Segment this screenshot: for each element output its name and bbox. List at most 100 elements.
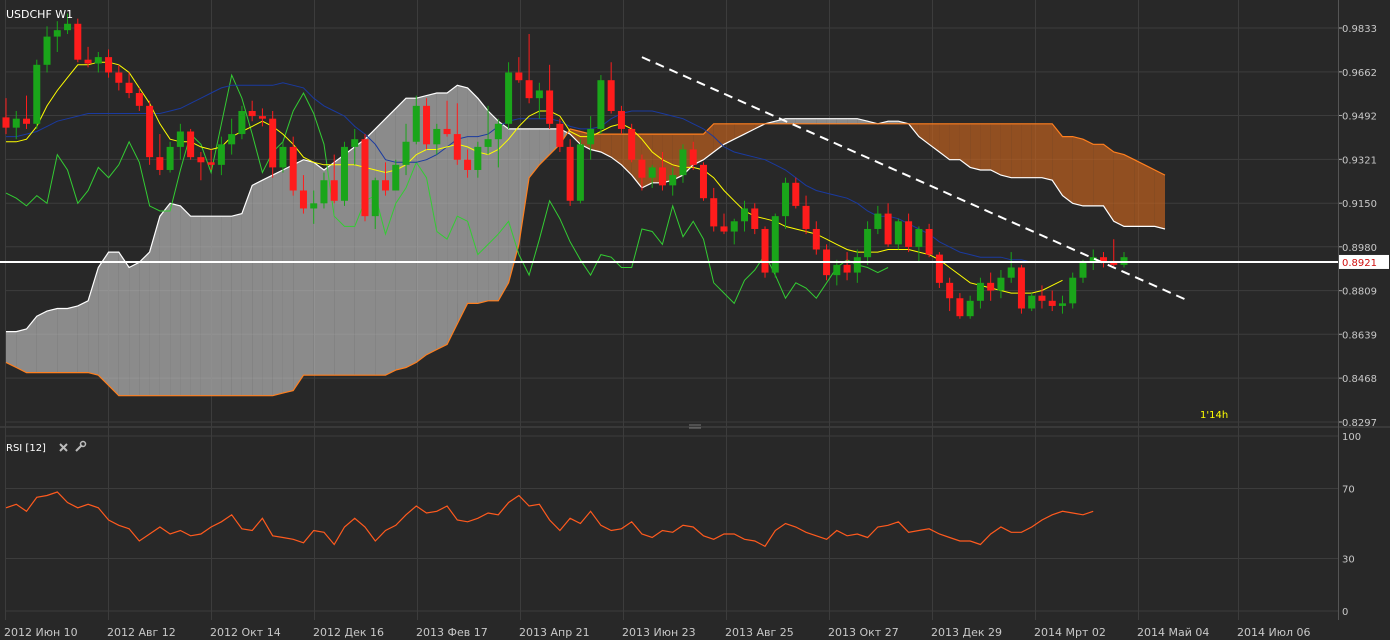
cloud-segment [1031,123,1042,178]
cloud-segment [467,87,478,304]
candle-body [587,128,595,145]
cloud-segment [970,123,981,170]
cloud-segment [1154,170,1165,229]
candle-body [987,282,995,291]
candle [156,134,164,176]
candle [146,100,154,165]
candle-body [525,80,533,99]
cloud-segment [221,216,232,396]
cloud-segment [385,108,396,376]
candle [669,167,677,196]
candle-body [638,159,646,178]
candle [433,123,441,155]
cloud-segment [785,118,796,124]
candle-body [176,131,184,147]
cloud-segment [539,128,550,165]
candle [1058,295,1066,314]
candle-body [207,162,215,165]
candle [53,21,61,52]
candle-body [258,116,266,119]
candle-body [64,23,72,31]
candle-body [330,180,338,201]
cloud-segment [1042,123,1053,181]
candle [935,252,943,288]
symbol-label: USDCHF W1 [6,8,73,21]
candle-body [905,221,913,247]
candle-body [679,149,687,176]
candle-body [1028,295,1036,309]
x-tick-label: 2013 Июн 23 [622,626,696,639]
x-tick-label: 2012 Июн 10 [4,626,78,639]
trendline [641,56,1186,301]
candle [382,162,390,196]
candle [33,59,41,129]
cloud-segment [1052,123,1063,196]
candle-body [187,131,195,158]
candle [258,108,266,127]
candle-body [310,203,318,209]
candle-body [412,105,420,142]
candle-body [23,118,31,124]
candle [135,87,143,111]
candle [269,110,277,178]
candle [279,141,287,173]
cloud-segment [67,305,78,373]
candle [1028,293,1036,312]
cloud-segment [170,203,181,396]
candle-body [597,80,605,129]
candle [792,177,800,209]
cloud-segment [1124,154,1135,227]
candle [874,205,882,235]
cloud-segment [1021,123,1032,178]
pane-splitter-handle[interactable] [689,424,701,429]
candle-body [710,198,718,227]
cloud-segment [724,123,735,145]
candle [546,64,554,129]
candle-body [1007,267,1015,278]
candle [166,141,174,173]
candle [638,154,646,191]
cloud-segment [826,118,837,124]
candle [443,100,451,137]
cloud-segment [26,316,37,373]
candle [2,98,10,135]
candle-body [53,30,61,37]
candle [535,82,543,119]
candle-body [2,117,10,128]
candle-body [125,82,133,94]
candle-body [894,221,902,245]
candle [289,136,297,196]
cloud-segment [1113,152,1124,227]
cloud-segment [16,329,27,373]
cloud-segment [836,118,848,124]
candle-body [115,72,123,83]
rsi-settings-icon[interactable] [75,440,87,452]
cloud-segment [47,308,58,373]
candle [505,62,513,129]
candle-body [443,128,451,135]
candle [576,139,584,204]
candle [987,272,995,301]
candle-body [699,164,707,199]
candle [197,152,205,181]
x-tick-label: 2013 Авг 25 [725,626,794,639]
candle-body [382,180,390,191]
rsi-close-icon[interactable] [59,443,68,452]
chikou-span-line [5,73,889,305]
cloud-segment [1000,123,1012,178]
candle-body [299,190,307,209]
candle-body [864,228,872,258]
candle-body [1017,267,1025,309]
cloud-segment [241,185,253,396]
candle [248,100,256,122]
cloud-segment [6,331,17,368]
cloud-segment [447,85,458,345]
candle-body [617,110,625,129]
candle-body [1058,303,1066,306]
candle-body [730,221,738,232]
candle [207,149,215,170]
candle-body [689,149,697,165]
cloud-segment [416,95,427,363]
cloud-segment [272,170,283,396]
